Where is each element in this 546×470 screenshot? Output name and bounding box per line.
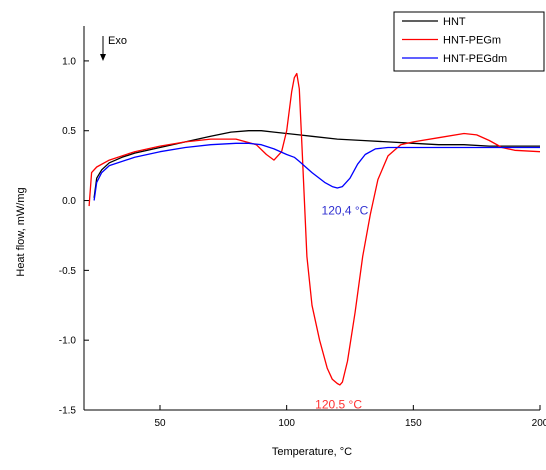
x-tick-label: 150 <box>405 418 422 429</box>
x-tick-label: 200 <box>532 418 546 429</box>
peak-annotation: 120,4 °C <box>322 204 369 218</box>
y-tick-label: -1.5 <box>59 406 77 417</box>
legend-label: HNT <box>443 16 466 28</box>
exo-arrow-head <box>100 54 106 61</box>
y-tick-label: -1.0 <box>59 336 77 347</box>
x-tick-label: 50 <box>154 418 166 429</box>
y-ticks: -1.5 -1.0 -0.5 0.0 0.5 1.0 <box>59 56 89 417</box>
y-tick-label: -0.5 <box>59 266 77 277</box>
legend-label: HNT-PEGdm <box>443 53 507 65</box>
series-layer <box>88 72 541 386</box>
legend: HNT HNT-PEGm HNT-PEGdm <box>393 11 545 72</box>
exo-indicator: Exo <box>100 35 127 61</box>
legend-box <box>393 11 545 72</box>
exo-label: Exo <box>108 35 127 47</box>
series-line-hnt-pegm <box>88 72 541 386</box>
y-axis-title: Heat flow, mW/mg <box>15 187 27 276</box>
peak-annotations: 120,4 °C 120.5 °C <box>315 204 368 412</box>
x-ticks: 50 100 150 200 <box>154 405 546 429</box>
y-tick-label: 1.0 <box>62 56 76 67</box>
series-line-hnt <box>93 130 540 198</box>
legend-label: HNT-PEGm <box>443 35 501 47</box>
series-line-hnt-pegdm <box>93 142 540 201</box>
x-axis-title: Temperature, °C <box>272 446 352 458</box>
y-tick-label: 0.0 <box>62 196 76 207</box>
peak-annotation: 120.5 °C <box>315 398 362 412</box>
y-tick-label: 0.5 <box>62 126 76 137</box>
x-tick-label: 100 <box>278 418 295 429</box>
